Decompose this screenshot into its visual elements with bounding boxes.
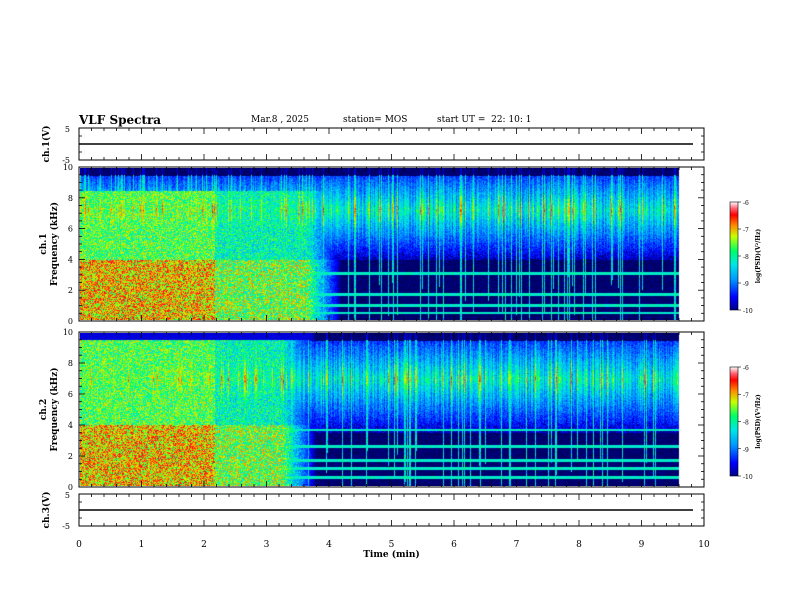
x-tick-label: 7 [514,540,520,550]
x-axis-label: Time (min) [363,549,420,560]
colorbar-tick-label: -7 [743,392,749,399]
colorbar-tick-label: -6 [743,365,749,372]
colorbar-tick-label: -9 [743,447,749,454]
colorbar-tick-label: -6 [743,200,749,207]
y-tick-label: 8 [68,359,73,368]
x-tick-label: 2 [201,540,207,550]
y-tick-label: 5 [65,491,70,500]
colorbar-tick-label: -10 [743,474,753,481]
colorbar-tick-label: -8 [743,254,749,261]
colorbar-2 [729,366,739,477]
y-tick-label: 4 [68,421,73,430]
x-tick-label: 8 [576,540,582,550]
colorbar-tick-label: -10 [743,308,753,315]
header-title: VLF Spectra [79,113,162,127]
colorbar-tick-label: -7 [743,227,749,234]
y-axis-label-channel: ch.1 [39,233,49,254]
x-tick-label: 4 [326,540,332,550]
y-axis-label-ch3: ch.3(V) [41,492,52,529]
axes-layer [78,127,741,527]
colorbar-label: log(PSD)(V²/Hz) [755,229,762,284]
ch2-spectrogram [80,333,691,486]
x-tick-label: 5 [389,540,395,550]
y-tick-label: 5 [65,125,70,134]
x-tick-label: 3 [264,540,270,550]
x-tick-label: 10 [698,540,710,550]
header-date: Mar.8 , 2025 [251,115,309,125]
y-tick-label: -5 [62,156,70,165]
x-tick-label: 9 [639,540,645,550]
panel-frame-2 [78,166,705,322]
panel-frame-3 [78,331,705,488]
y-tick-label: 6 [68,390,73,399]
colorbar-tick-label: -9 [743,281,749,288]
x-tick-label: 6 [451,540,457,550]
y-axis-label-channel: ch.2 [39,399,49,420]
x-tick-label: 0 [76,540,82,550]
y-tick-label: 0 [68,483,73,492]
y-tick-label: 6 [68,225,73,234]
y-tick-label: -5 [62,522,70,531]
y-axis-label-frequency: Frequency (kHz) [49,367,60,451]
y-tick-label: 10 [63,163,73,172]
y-tick-label: 2 [68,286,73,295]
x-tick-label: 1 [139,540,145,550]
y-tick-label: 0 [68,317,73,326]
header-start-time: start UT = 22: 10: 1 [437,115,532,125]
colorbar-label: log(PSD)(V²/Hz) [755,394,762,449]
y-tick-label: 10 [63,328,73,337]
y-axis-label-frequency: Frequency (kHz) [49,202,60,286]
y-axis-label-ch1: ch.1(V) [41,126,52,163]
ch1-spectrogram [80,168,691,320]
y-tick-label: 8 [68,194,73,203]
colorbar-1 [729,201,739,311]
y-tick-label: 2 [68,452,73,461]
y-tick-label: 4 [68,255,73,264]
colorbar-tick-label: -8 [743,420,749,427]
header-station: station= MOS [343,115,408,125]
